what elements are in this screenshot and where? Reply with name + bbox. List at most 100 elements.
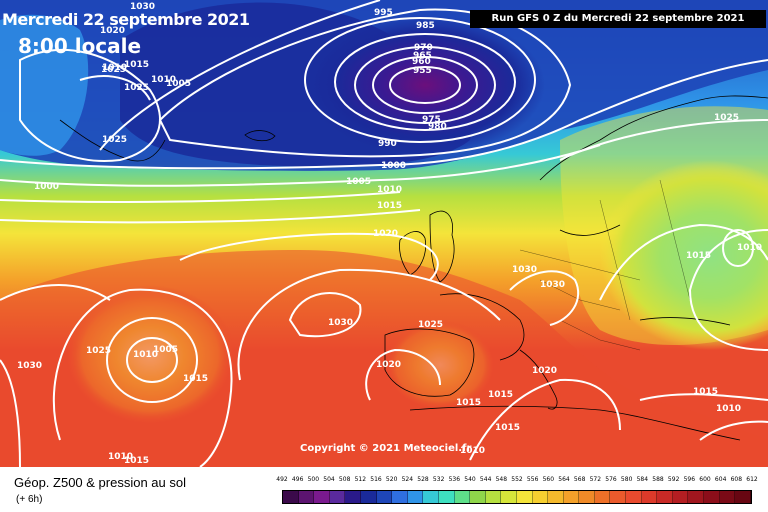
- isobar-label: 1030: [130, 2, 155, 12]
- color-scale-label: 596: [683, 476, 696, 483]
- isobar-label: 970: [414, 43, 433, 53]
- color-scale-label: 532: [432, 476, 445, 483]
- color-scale-swatch: [314, 491, 330, 503]
- isobars: [0, 0, 768, 467]
- color-scale-swatch: [657, 491, 673, 503]
- color-scale-swatch: [719, 491, 736, 503]
- color-scale-label: 556: [526, 476, 539, 483]
- isobar-labels: 995 985 970 965 960 955 975 980 990 1000…: [17, 2, 762, 466]
- isobar-label: 1015: [124, 60, 149, 70]
- country-borders: [519, 179, 691, 351]
- color-scale-label: 512: [354, 476, 367, 483]
- isobar-label: 1025: [101, 65, 126, 75]
- color-scale-label: 560: [542, 476, 555, 483]
- isobar-label: 1000: [381, 161, 406, 171]
- color-scale-label: 516: [370, 476, 382, 483]
- isobar-label: 1015: [495, 423, 520, 433]
- color-scale-label: 588: [652, 476, 664, 483]
- forecast-offset: (+ 6h): [16, 494, 43, 505]
- legend-footer: Géop. Z500 & pression au sol (+ 6h): [0, 467, 768, 512]
- color-scale-swatch: [376, 491, 393, 503]
- isobar-label: 1030: [328, 318, 353, 328]
- color-scale-swatch: [516, 491, 533, 503]
- isobar-label: 1010: [716, 404, 741, 414]
- color-scale-swatch: [579, 491, 595, 503]
- isobar-label: 1000: [34, 182, 59, 192]
- color-scale-swatch: [485, 491, 502, 503]
- weather-map: 995 985 970 965 960 955 975 980 990 1000…: [0, 0, 768, 467]
- warm-region: [0, 250, 768, 467]
- isobar-label: 1010: [737, 243, 762, 253]
- color-scale-swatch: [704, 491, 720, 503]
- color-scale-label: 520: [385, 476, 398, 483]
- yellow-zone: [560, 106, 768, 345]
- color-scale-label: 508: [338, 476, 351, 483]
- ireland-coast: [399, 231, 427, 276]
- isobar-label: 1025: [102, 135, 127, 145]
- color-scale-label: 584: [636, 476, 649, 483]
- color-scale-label: 592: [667, 476, 680, 483]
- isobar-label: 1025: [714, 113, 739, 123]
- isobar-label: 1020: [100, 26, 125, 36]
- isobar-label: 1015: [456, 398, 481, 408]
- color-scale-label: 544: [479, 476, 492, 483]
- coastlines: [59, 95, 768, 441]
- isobar-label: 1030: [512, 265, 537, 275]
- isobar-label: 1030: [540, 280, 565, 290]
- isobar-label: 1015: [488, 390, 513, 400]
- color-scale-label: 552: [511, 476, 523, 483]
- color-scale-label: 576: [605, 476, 617, 483]
- color-scale-label: 536: [448, 476, 461, 483]
- color-scale-label: 612: [746, 476, 758, 483]
- greenland-coast: [59, 119, 166, 162]
- color-scale-swatch: [626, 491, 642, 503]
- color-scale-swatch: [407, 491, 424, 503]
- color-scale-label: 540: [464, 476, 476, 483]
- britain-coast: [429, 210, 455, 283]
- isobar-label: 1030: [17, 361, 42, 371]
- isobar-label: 1025: [86, 346, 111, 356]
- isobar-label: 975: [422, 115, 441, 125]
- isobar-label: 1010: [108, 452, 133, 462]
- isobar-label: 1015: [686, 251, 711, 261]
- color-scale-swatch: [501, 491, 517, 503]
- color-scale-swatch: [610, 491, 627, 503]
- color-scale-labels: 492 496 500 504 508 512 516 520 524 528 532 536 540 5…: [276, 476, 757, 486]
- italy-coast: [519, 349, 558, 410]
- isobar-label: 1015: [183, 374, 208, 384]
- isobar-label: 1020: [373, 229, 398, 239]
- isobar-label: 990: [378, 139, 397, 149]
- color-scale-label: 600: [699, 476, 711, 483]
- color-scale-label: 524: [401, 476, 414, 483]
- isobar-label: 1005: [346, 177, 371, 187]
- color-scale-swatch: [563, 491, 580, 503]
- baltic-coast: [559, 224, 621, 236]
- africa-coast: [409, 405, 741, 441]
- color-scale-label: 504: [323, 476, 335, 483]
- color-scale-swatch: [392, 491, 408, 503]
- color-scale-swatch: [329, 491, 346, 503]
- map-date-title: Mercredi 22 septembre 2021: [2, 10, 250, 29]
- iceland-coast: [244, 130, 276, 142]
- color-scale-label: 568: [573, 476, 586, 483]
- isobar-label: 1010: [151, 75, 176, 85]
- color-scale-swatch: [735, 491, 751, 503]
- color-scale-label: 548: [495, 476, 508, 483]
- map-time-title: 8:00 locale: [18, 34, 142, 58]
- isobar-label: 1015: [693, 387, 718, 397]
- color-scale-label: 492: [276, 476, 288, 483]
- isobar-label: 960: [412, 57, 431, 67]
- color-scale-swatch: [360, 491, 377, 503]
- isobar-label: 1005: [166, 79, 191, 89]
- color-scale-label: 608: [730, 476, 743, 483]
- isobar-label: 1010: [377, 185, 402, 195]
- color-scale-swatch: [641, 491, 658, 503]
- map-product-title: Géop. Z500 & pression au sol: [14, 475, 186, 490]
- color-scale-swatch: [454, 491, 471, 503]
- color-scale-label: 528: [417, 476, 429, 483]
- iberia-coast: [384, 328, 475, 397]
- isobar-label: 985: [416, 21, 435, 31]
- color-scale-swatch: [423, 491, 439, 503]
- eastern-green-zone: [600, 160, 768, 350]
- low-pressure-center: [305, 15, 545, 155]
